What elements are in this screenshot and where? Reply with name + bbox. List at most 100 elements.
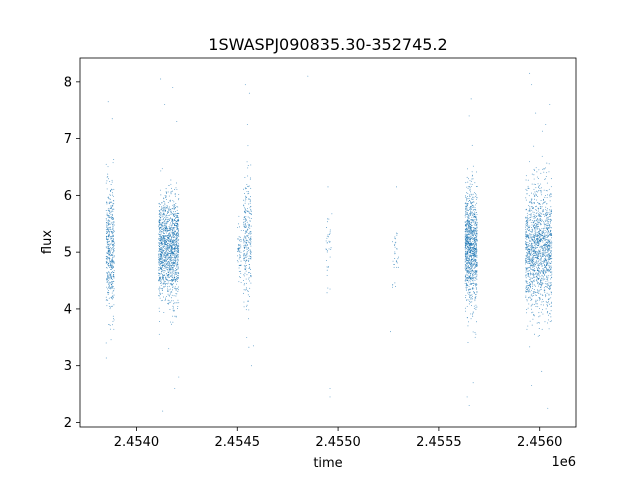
data-point (533, 193, 535, 195)
data-point (536, 176, 538, 178)
data-point (107, 263, 109, 265)
data-point (539, 290, 540, 292)
data-point (467, 342, 469, 343)
data-point (534, 265, 536, 267)
data-point (468, 240, 470, 242)
data-point (542, 230, 544, 232)
data-point (112, 213, 114, 215)
data-point (537, 196, 539, 197)
data-point (110, 266, 112, 268)
data-point (467, 242, 469, 244)
data-point (550, 272, 552, 273)
data-point (533, 216, 535, 217)
data-point (169, 248, 171, 250)
data-point (472, 331, 474, 333)
data-point (163, 214, 165, 216)
data-point (163, 249, 165, 251)
data-point (537, 225, 539, 227)
y-tick-label: 8 (64, 75, 72, 90)
data-point (170, 217, 172, 219)
data-point (159, 212, 161, 214)
data-point (164, 219, 166, 221)
data-point (535, 187, 537, 189)
data-point (108, 250, 110, 252)
data-point (248, 211, 250, 213)
data-point (470, 232, 472, 233)
data-point (531, 227, 532, 229)
data-point (396, 234, 398, 236)
data-point (167, 279, 169, 281)
data-point (543, 265, 545, 267)
data-point (531, 250, 533, 252)
data-point (245, 259, 247, 261)
data-point (170, 241, 172, 243)
data-point (542, 253, 544, 255)
data-point (165, 235, 167, 237)
data-point (535, 240, 537, 242)
data-point (466, 203, 468, 204)
data-point (396, 262, 398, 264)
data-point (165, 257, 167, 259)
data-point (550, 282, 551, 284)
data-point (549, 258, 551, 260)
data-point (172, 259, 174, 261)
data-point (538, 274, 540, 276)
data-point (527, 275, 529, 277)
data-point (476, 274, 478, 276)
data-point (164, 245, 166, 247)
data-point (531, 248, 533, 250)
data-point (175, 270, 177, 272)
data-point (465, 260, 467, 262)
data-point (530, 255, 532, 257)
data-point (329, 233, 331, 235)
data-point (162, 244, 164, 246)
data-point (171, 232, 173, 234)
data-point (472, 295, 474, 297)
data-point (471, 220, 473, 222)
data-point (175, 273, 176, 275)
data-point (531, 324, 533, 326)
data-point (532, 230, 534, 232)
data-point (106, 256, 108, 258)
data-point (164, 252, 166, 254)
data-point (530, 235, 532, 237)
data-point (160, 277, 162, 278)
data-point (538, 275, 540, 276)
data-point (474, 274, 476, 276)
data-point (170, 240, 172, 242)
data-point (528, 290, 530, 292)
data-point (168, 270, 170, 272)
data-point (247, 300, 249, 302)
data-point (475, 333, 477, 335)
data-point (546, 268, 548, 270)
data-point (166, 235, 167, 237)
data-point (466, 277, 468, 278)
data-point (470, 208, 472, 210)
data-point (164, 104, 166, 106)
data-point (534, 194, 536, 196)
data-point (533, 304, 535, 305)
data-point (329, 241, 331, 243)
data-point (173, 258, 175, 260)
data-point (475, 278, 477, 280)
data-point (108, 291, 110, 293)
data-point (549, 209, 551, 210)
data-point (527, 217, 528, 219)
data-point (110, 184, 112, 185)
data-point (548, 240, 550, 242)
data-point (172, 253, 174, 255)
data-point (537, 178, 539, 179)
data-point (541, 255, 543, 257)
data-point (163, 279, 164, 281)
data-point (171, 254, 173, 256)
data-point (476, 226, 478, 228)
data-point (178, 249, 180, 251)
data-point (546, 219, 548, 221)
data-point (533, 270, 535, 271)
data-point (248, 346, 250, 348)
data-point (531, 84, 533, 86)
data-point (535, 219, 537, 221)
data-point (539, 262, 541, 264)
data-point (535, 292, 537, 294)
